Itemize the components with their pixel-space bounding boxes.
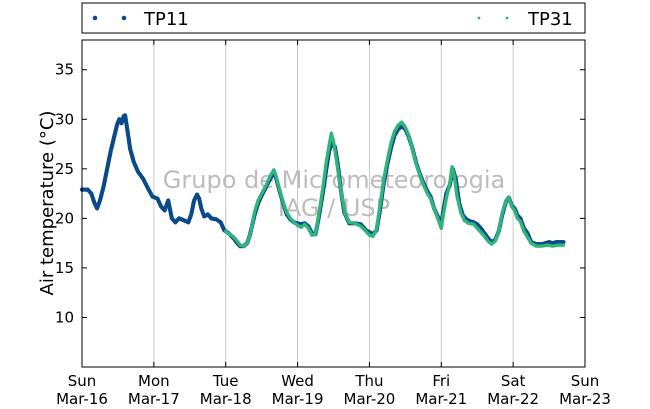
x-tick-label-date: Mar-23 <box>559 390 611 408</box>
series-tp31 <box>224 120 566 248</box>
legend-label-tp11: TP11 <box>143 9 189 30</box>
legend-marker-tp31 <box>505 16 509 20</box>
plot-area: Grupo de Micrometeorologia IAG / USP <box>79 39 586 368</box>
x-tick-label-date: Mar-16 <box>56 390 108 408</box>
x-axis-tick-labels: SunMar-16MonMar-17TueMar-18WedMar-19ThuM… <box>56 372 611 408</box>
data-point-tp31 <box>561 243 566 247</box>
legend-frame <box>81 2 586 34</box>
legend-marker-tp31 <box>477 16 481 20</box>
x-tick-label-day: Wed <box>281 372 314 390</box>
y-tick-label: 35 <box>55 61 74 79</box>
legend-marker-tp11 <box>121 15 127 21</box>
x-tick-label-day: Sun <box>571 372 600 390</box>
legend-entry-tp31: TP31 <box>477 9 573 30</box>
legend-label-tp31: TP31 <box>527 9 573 30</box>
legend-marker-tp11 <box>92 15 98 21</box>
y-tick-label: 10 <box>55 308 74 326</box>
x-tick-label-date: Mar-19 <box>272 390 324 408</box>
x-tick-label-day: Mon <box>138 372 170 390</box>
legend-entry-tp11: TP11 <box>92 9 189 30</box>
y-tick-label: 20 <box>55 209 74 227</box>
y-tick-label: 25 <box>55 160 74 178</box>
x-tick-label-day: Sun <box>68 372 97 390</box>
watermark-line-2: IAG / USP <box>278 194 390 222</box>
axis-ticks <box>81 40 586 367</box>
x-tick-label-date: Mar-18 <box>200 390 252 408</box>
x-tick-label-date: Mar-21 <box>415 390 467 408</box>
x-tick-label-day: Fri <box>432 372 450 390</box>
x-tick-label-date: Mar-22 <box>487 390 539 408</box>
x-tick-label-day: Tue <box>212 372 239 390</box>
y-axis-label: Air temperature (°C) <box>37 111 58 296</box>
x-tick-label-date: Mar-17 <box>128 390 180 408</box>
grid-lines <box>153 40 514 367</box>
plot-frame <box>81 39 586 368</box>
y-axis-tick-labels: 10 15 20 25 30 35 <box>55 61 74 327</box>
x-tick-label-date: Mar-20 <box>344 390 396 408</box>
data-point-tp11 <box>561 240 566 245</box>
x-tick-label-day: Thu <box>354 372 383 390</box>
legend: TP11 TP31 <box>81 2 586 34</box>
x-tick-label-day: Sat <box>501 372 526 390</box>
y-tick-label: 15 <box>55 259 74 277</box>
y-tick-label: 30 <box>55 110 74 128</box>
